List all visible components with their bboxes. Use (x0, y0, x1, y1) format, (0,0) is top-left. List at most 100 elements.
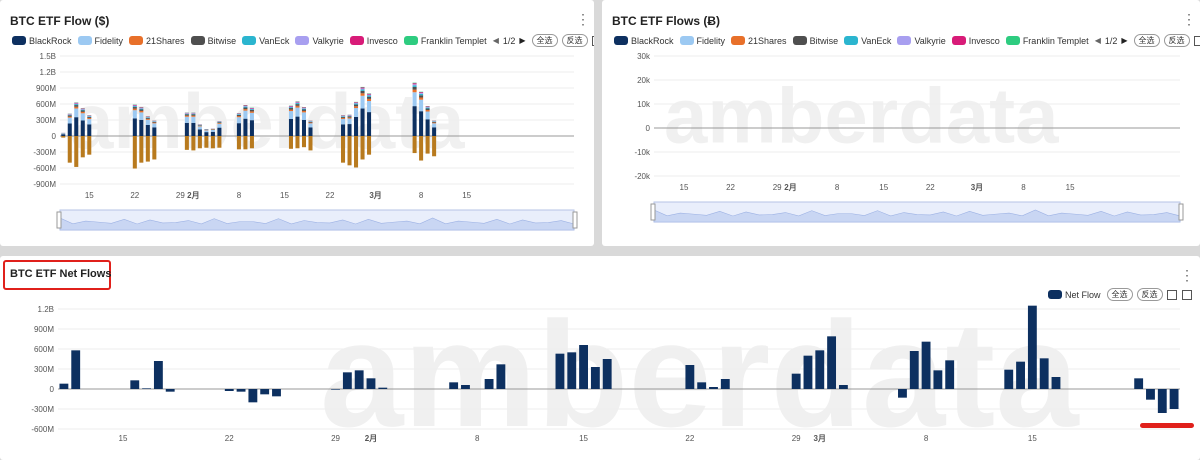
flow-bar-segment[interactable] (74, 117, 79, 136)
legend-item[interactable]: Bitwise (190, 36, 236, 46)
flow-bar-segment[interactable] (145, 124, 150, 136)
net-flow-bar[interactable] (791, 373, 801, 389)
flow-bar-segment[interactable] (67, 114, 72, 116)
net-flow-bar[interactable] (224, 389, 234, 391)
outflow-bar[interactable] (210, 136, 215, 149)
flow-bar-segment[interactable] (288, 105, 293, 107)
flow-bar-segment[interactable] (74, 108, 79, 118)
net-flow-bar[interactable] (71, 350, 81, 389)
outflow-bar[interactable] (217, 136, 222, 148)
legend-item[interactable]: 21Shares (731, 36, 787, 46)
flow-bar-segment[interactable] (412, 82, 417, 84)
flow-bar-segment[interactable] (87, 117, 92, 119)
net-flow-bar[interactable] (909, 351, 919, 389)
flow-bar-segment[interactable] (80, 111, 85, 114)
flow-bar-segment[interactable] (367, 101, 372, 113)
flow-bar-segment[interactable] (191, 114, 196, 116)
legend-item[interactable]: VanEck (242, 36, 289, 46)
flow-bar-segment[interactable] (354, 116, 359, 136)
flow-bar-segment[interactable] (61, 133, 66, 135)
flow-bar-segment[interactable] (308, 121, 313, 123)
flow-bar-segment[interactable] (412, 89, 417, 93)
flow-bar-segment[interactable] (425, 111, 430, 120)
flow-bar-segment[interactable] (191, 113, 196, 115)
flow-bar-segment[interactable] (301, 107, 307, 109)
legend-item[interactable]: Franklin Templet (403, 36, 487, 46)
flow-bar-segment[interactable] (301, 108, 307, 110)
net-flow-bar[interactable] (449, 382, 459, 389)
flow-bar-segment[interactable] (87, 124, 92, 136)
flow-bar-segment[interactable] (152, 122, 157, 124)
net-flow-bar[interactable] (720, 379, 730, 389)
next-page-icon[interactable]: ▶ (519, 36, 526, 45)
flow-bar-segment[interactable] (197, 125, 202, 127)
outflow-bar[interactable] (87, 136, 92, 155)
flow-bar-segment[interactable] (197, 129, 202, 136)
flow-bar-segment[interactable] (74, 105, 79, 107)
outflow-bar[interactable] (288, 136, 293, 149)
net-flow-bar[interactable] (921, 341, 931, 389)
slider-handle-right[interactable] (572, 211, 578, 229)
flow-bar-segment[interactable] (132, 106, 137, 108)
flow-bar-segment[interactable] (139, 119, 144, 136)
outflow-bar[interactable] (184, 136, 189, 150)
flow-bar-segment[interactable] (425, 107, 430, 108)
flow-bar-segment[interactable] (425, 110, 430, 112)
flow-bar-segment[interactable] (243, 105, 248, 106)
zoom-reset-icon[interactable] (1181, 289, 1192, 300)
net-flow-bar[interactable] (1027, 305, 1037, 389)
flow-bar-segment[interactable] (301, 109, 307, 111)
outflow-bar[interactable] (236, 136, 241, 150)
net-flow-bar[interactable] (1157, 389, 1167, 413)
flow-bar-segment[interactable] (288, 106, 293, 108)
flow-bar-segment[interactable] (308, 123, 313, 128)
zoom-select-icon[interactable] (1193, 35, 1200, 46)
flow-bar-segment[interactable] (204, 130, 209, 133)
legend-item[interactable]: Invesco (349, 36, 398, 46)
flow-bar-segment[interactable] (341, 116, 346, 117)
flow-bar-segment[interactable] (139, 109, 144, 111)
invert-selection-button[interactable]: 反选 (1163, 34, 1190, 47)
flow-bar-segment[interactable] (184, 114, 189, 116)
net-flow-bar[interactable] (945, 360, 955, 389)
net-flow-bar[interactable] (248, 389, 258, 403)
flow-bar-segment[interactable] (67, 115, 72, 117)
flow-bar-segment[interactable] (341, 124, 346, 136)
flow-bar-segment[interactable] (295, 107, 300, 117)
outflow-bar[interactable] (354, 136, 359, 168)
flow-bar-segment[interactable] (243, 110, 248, 119)
flow-bar-segment[interactable] (80, 120, 85, 136)
more-options-icon[interactable]: ⋮ (1180, 267, 1194, 283)
next-page-icon[interactable]: ▶ (1121, 36, 1128, 45)
flow-bar-segment[interactable] (360, 88, 365, 90)
flow-bar-segment[interactable] (132, 104, 137, 106)
invert-selection-button[interactable]: 反选 (1136, 288, 1163, 301)
legend-item[interactable]: Bitwise (792, 36, 838, 46)
flow-bar-segment[interactable] (412, 83, 417, 85)
flow-bar-segment[interactable] (295, 103, 300, 105)
net-flow-bar[interactable] (827, 336, 837, 389)
flow-bar-segment[interactable] (236, 116, 241, 118)
flow-bar-segment[interactable] (354, 102, 359, 104)
flow-bar-segment[interactable] (236, 114, 241, 117)
legend-item[interactable]: Valkyrie (295, 36, 344, 46)
flow-bar-segment[interactable] (288, 109, 293, 112)
flow-bar-segment[interactable] (210, 131, 215, 136)
legend-item[interactable]: Valkyrie (897, 36, 946, 46)
flow-bar-segment[interactable] (341, 118, 346, 125)
flow-bar-segment[interactable] (419, 95, 424, 98)
flow-bar-segment[interactable] (354, 108, 359, 117)
net-flow-bar[interactable] (1146, 389, 1155, 400)
outflow-bar[interactable] (80, 136, 85, 158)
flow-bar-segment[interactable] (191, 115, 196, 117)
flow-bar-segment[interactable] (132, 107, 137, 109)
net-flow-bar[interactable] (1169, 389, 1179, 409)
net-flow-bar[interactable] (1004, 369, 1014, 389)
flow-bar-segment[interactable] (341, 116, 346, 118)
flow-bar-segment[interactable] (295, 102, 300, 104)
net-flow-bar[interactable] (165, 389, 175, 392)
legend-item[interactable]: BlackRock (614, 36, 674, 46)
slider-handle-left[interactable] (650, 203, 656, 221)
flow-bar-segment[interactable] (295, 104, 300, 106)
flow-bar-segment[interactable] (288, 108, 293, 110)
